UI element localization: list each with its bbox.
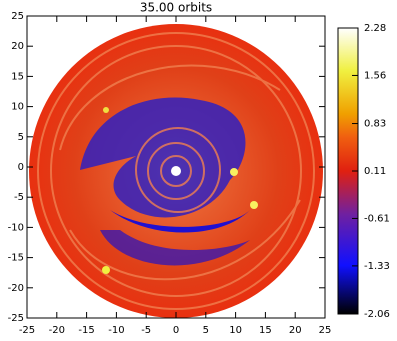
y-tick-label: -5: [14, 192, 24, 203]
y-tick-label: -10: [8, 222, 24, 233]
y-tick-label: 0: [18, 162, 24, 173]
chart-title: 35.00 orbits: [140, 1, 212, 15]
colorbar-tick-label: -2.06: [364, 309, 390, 320]
x-tick-label: -5: [141, 325, 151, 336]
y-tick-label: 25: [11, 11, 24, 22]
y-tick-label: -20: [8, 283, 24, 294]
y-tick-label: -15: [8, 253, 24, 264]
x-tick-label: 5: [203, 325, 209, 336]
x-tick-label: -20: [49, 325, 65, 336]
colorbar-tick-label: 0.83: [364, 119, 386, 130]
x-tick-label: 20: [289, 325, 302, 336]
x-tick-label: 15: [259, 325, 272, 336]
colorbar-tick-label: 1.56: [364, 70, 386, 81]
colorbar-tick-label: 2.28: [364, 23, 386, 34]
y-tick-label: 20: [11, 41, 24, 52]
x-tick-label: 0: [173, 325, 179, 336]
x-tick-label: -15: [78, 325, 94, 336]
x-tick-label: 10: [229, 325, 242, 336]
x-tick-label: -25: [19, 325, 35, 336]
disk-image: [29, 24, 323, 318]
y-tick-label: -25: [8, 313, 24, 324]
colorbar-tick-label: 0.11: [364, 166, 386, 177]
colorbar-tick-label: -0.61: [364, 213, 390, 224]
colorbar-tick-label: -1.33: [364, 261, 390, 272]
x-tick-label: -10: [108, 325, 124, 336]
y-tick-label: 10: [11, 102, 24, 113]
y-tick-label: 5: [18, 132, 24, 143]
y-tick-label: 15: [11, 71, 24, 82]
x-tick-label: 25: [319, 325, 332, 336]
